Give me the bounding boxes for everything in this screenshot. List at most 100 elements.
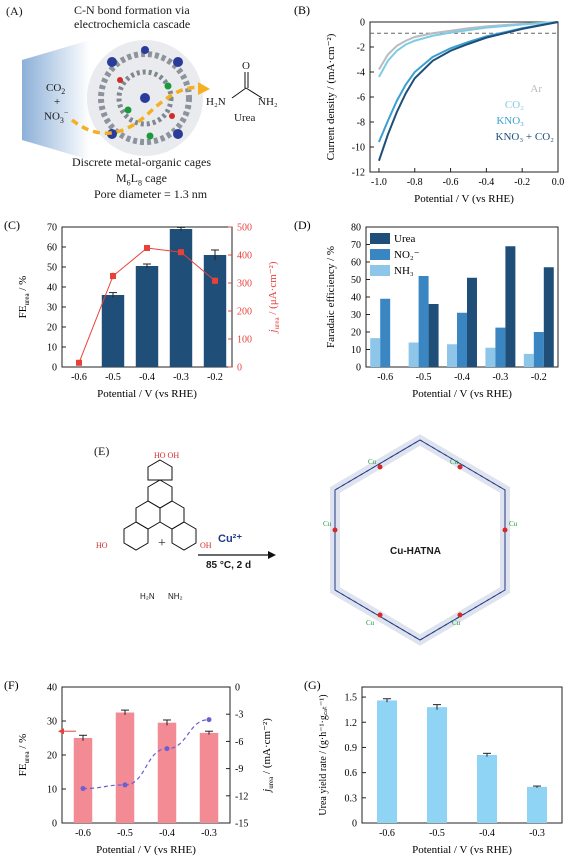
fe-bar <box>428 304 439 367</box>
panel-b: (B) 0 -2 -4 -6 -8 -10 -12 -1.0 -0.8 -0.6 -0.4 -0.2 0.… <box>290 0 570 210</box>
y2-tick-label: -12 <box>235 791 248 802</box>
y-tick-label: 60 <box>351 258 361 269</box>
y-axis-label: Urea yield rate / (g·h⁻¹·g꜀ₐₜ⁻¹) <box>318 694 329 815</box>
amine-left: H₂N <box>140 592 155 601</box>
caption-line2: M6L8 cage <box>116 171 167 188</box>
x-tick-label: -0.4 <box>454 372 470 383</box>
x-tick-label: -0.4 <box>159 828 175 839</box>
product-name: Cu-HATNA <box>390 546 441 557</box>
x-tick-label: -0.6 <box>443 177 459 188</box>
y-axis-label: FEurea / % <box>17 276 31 319</box>
x-axis-label: Potential / V (vs RHE) <box>412 844 512 856</box>
legend-entry: CO₂ <box>505 99 524 111</box>
y-axis-label: Current density / (mA·cm⁻²) <box>325 33 337 160</box>
y-tick-label: 30 <box>351 310 361 321</box>
y2-tick-label: -9 <box>235 764 243 775</box>
amine-right: NH₂ <box>168 592 183 601</box>
beam-shape <box>22 40 90 160</box>
x-tick-label: -0.3 <box>492 372 508 383</box>
x-tick-label: -0.8 <box>407 177 423 188</box>
j-point <box>206 717 212 723</box>
cu-hatna-framework <box>330 434 510 646</box>
x-tick-label: -0.3 <box>529 828 545 839</box>
y-axis-label: FEurea / % <box>17 734 31 777</box>
fe-bar <box>203 255 227 367</box>
panel-label: (C) <box>4 218 20 232</box>
x-tick-label: -0.4 <box>139 372 155 383</box>
fe-bar <box>199 732 219 823</box>
x-tick-label: -0.3 <box>201 828 217 839</box>
x-tick-label: -0.5 <box>416 372 432 383</box>
panel-label: (B) <box>294 3 310 17</box>
yield-bar <box>427 707 447 823</box>
y-tick-label: 10 <box>47 785 57 796</box>
x-tick-label: 0.0 <box>552 177 565 188</box>
x-tick-label: -0.5 <box>105 372 121 383</box>
y2-tick-label: 500 <box>237 223 252 234</box>
y2-tick-label: -15 <box>235 819 248 830</box>
plot-frame <box>361 686 563 824</box>
fe-bar <box>447 344 458 367</box>
x-tick-label: -0.3 <box>173 372 189 383</box>
fe-bar <box>169 229 193 367</box>
fe-bar <box>457 312 467 367</box>
panel-label: (F) <box>4 678 19 692</box>
x-tick-label: -0.2 <box>531 372 547 383</box>
y-tick-label: 0 <box>356 363 361 374</box>
panel-g: (G) 0 0.3 0.6 0.9 1.2 1.5 -0.6 -0.5 -0.4 -0.3 Poten… <box>300 675 570 862</box>
j-point <box>144 245 150 251</box>
fe-bar <box>543 267 554 367</box>
fe-bar <box>505 246 516 367</box>
y-tick-label: -12 <box>352 168 365 179</box>
fe-bar <box>495 327 506 367</box>
legend-swatch <box>370 233 390 244</box>
ligand-oh-label-2: OH <box>200 541 212 550</box>
panel-label: (D) <box>294 218 311 232</box>
chart-c: (C) 0 10 20 30 40 50 60 70 0 100 200 300 400 500 -0.6 -0… <box>4 218 281 400</box>
fe-bar <box>533 332 544 367</box>
reactant-plus: + <box>54 96 61 108</box>
y-tick-label: 0.3 <box>345 793 358 804</box>
y-tick-label: -6 <box>357 93 365 104</box>
j-curve <box>82 719 210 790</box>
fe-bar <box>157 722 177 823</box>
y-tick-label: 10 <box>351 345 361 356</box>
panel-d: (D) 0 10 20 30 40 50 60 70 80 -0.6 -0.5 -0.4 -0.3 -0.2… <box>290 215 570 420</box>
caption-line3: Pore diameter = 1.3 nm <box>94 187 208 201</box>
panel-c: (C) 0 10 20 30 40 50 60 70 0 100 200 300 400 500 -0.6 -0… <box>0 215 290 420</box>
fe-bar <box>485 347 496 367</box>
fe-bar <box>73 738 93 823</box>
x-tick-label: -0.5 <box>117 828 133 839</box>
oxygen-sites <box>332 464 508 618</box>
x-tick-label: -0.2 <box>207 372 223 383</box>
x-axis-label: Potential / V (vs RHE) <box>97 388 197 400</box>
cascade-arrow <box>70 85 201 135</box>
y2-tick-label: 200 <box>237 307 252 318</box>
chart-b: (B) 0 -2 -4 -6 -8 -10 -12 -1.0 -0.8 -0.6 -0.4 -0.2 0.… <box>294 3 565 205</box>
x-tick-label: -0.5 <box>429 828 445 839</box>
cage-illustration <box>87 40 203 156</box>
cu-site-label: Cu <box>452 619 461 627</box>
y-tick-label: 30 <box>47 303 57 314</box>
y-tick-label: -2 <box>357 43 365 54</box>
arrow-head-icon <box>198 82 210 95</box>
y-tick-label: 50 <box>47 263 57 274</box>
fe-bar <box>466 277 477 367</box>
y-tick-label: 0 <box>352 819 357 830</box>
y2-axis-label: jurea / (μA·cm⁻²) <box>267 261 281 334</box>
arrow-head-icon <box>58 728 64 735</box>
cu-site-label: Cu <box>509 520 518 528</box>
y-tick-label: 1.2 <box>345 718 358 729</box>
y-tick-label: 20 <box>47 323 57 334</box>
y-tick-label: 40 <box>351 293 361 304</box>
x-axis-label: Potential / V (vs RHE) <box>96 844 196 856</box>
x-tick-label: -0.6 <box>71 372 87 383</box>
panel-label: (G) <box>304 678 321 692</box>
panel-e: HO OH HO OH Cu Cu Cu Cu Cu Cu (E) + Cu²⁺… <box>0 420 570 665</box>
fe-bar <box>418 276 429 367</box>
panel-a-figure <box>22 40 263 160</box>
y2-tick-label: 400 <box>237 251 252 262</box>
x-axis-label: Potential / V (vs RHE) <box>414 193 514 205</box>
product-name: Urea <box>234 112 256 124</box>
fe-bar <box>115 712 135 823</box>
